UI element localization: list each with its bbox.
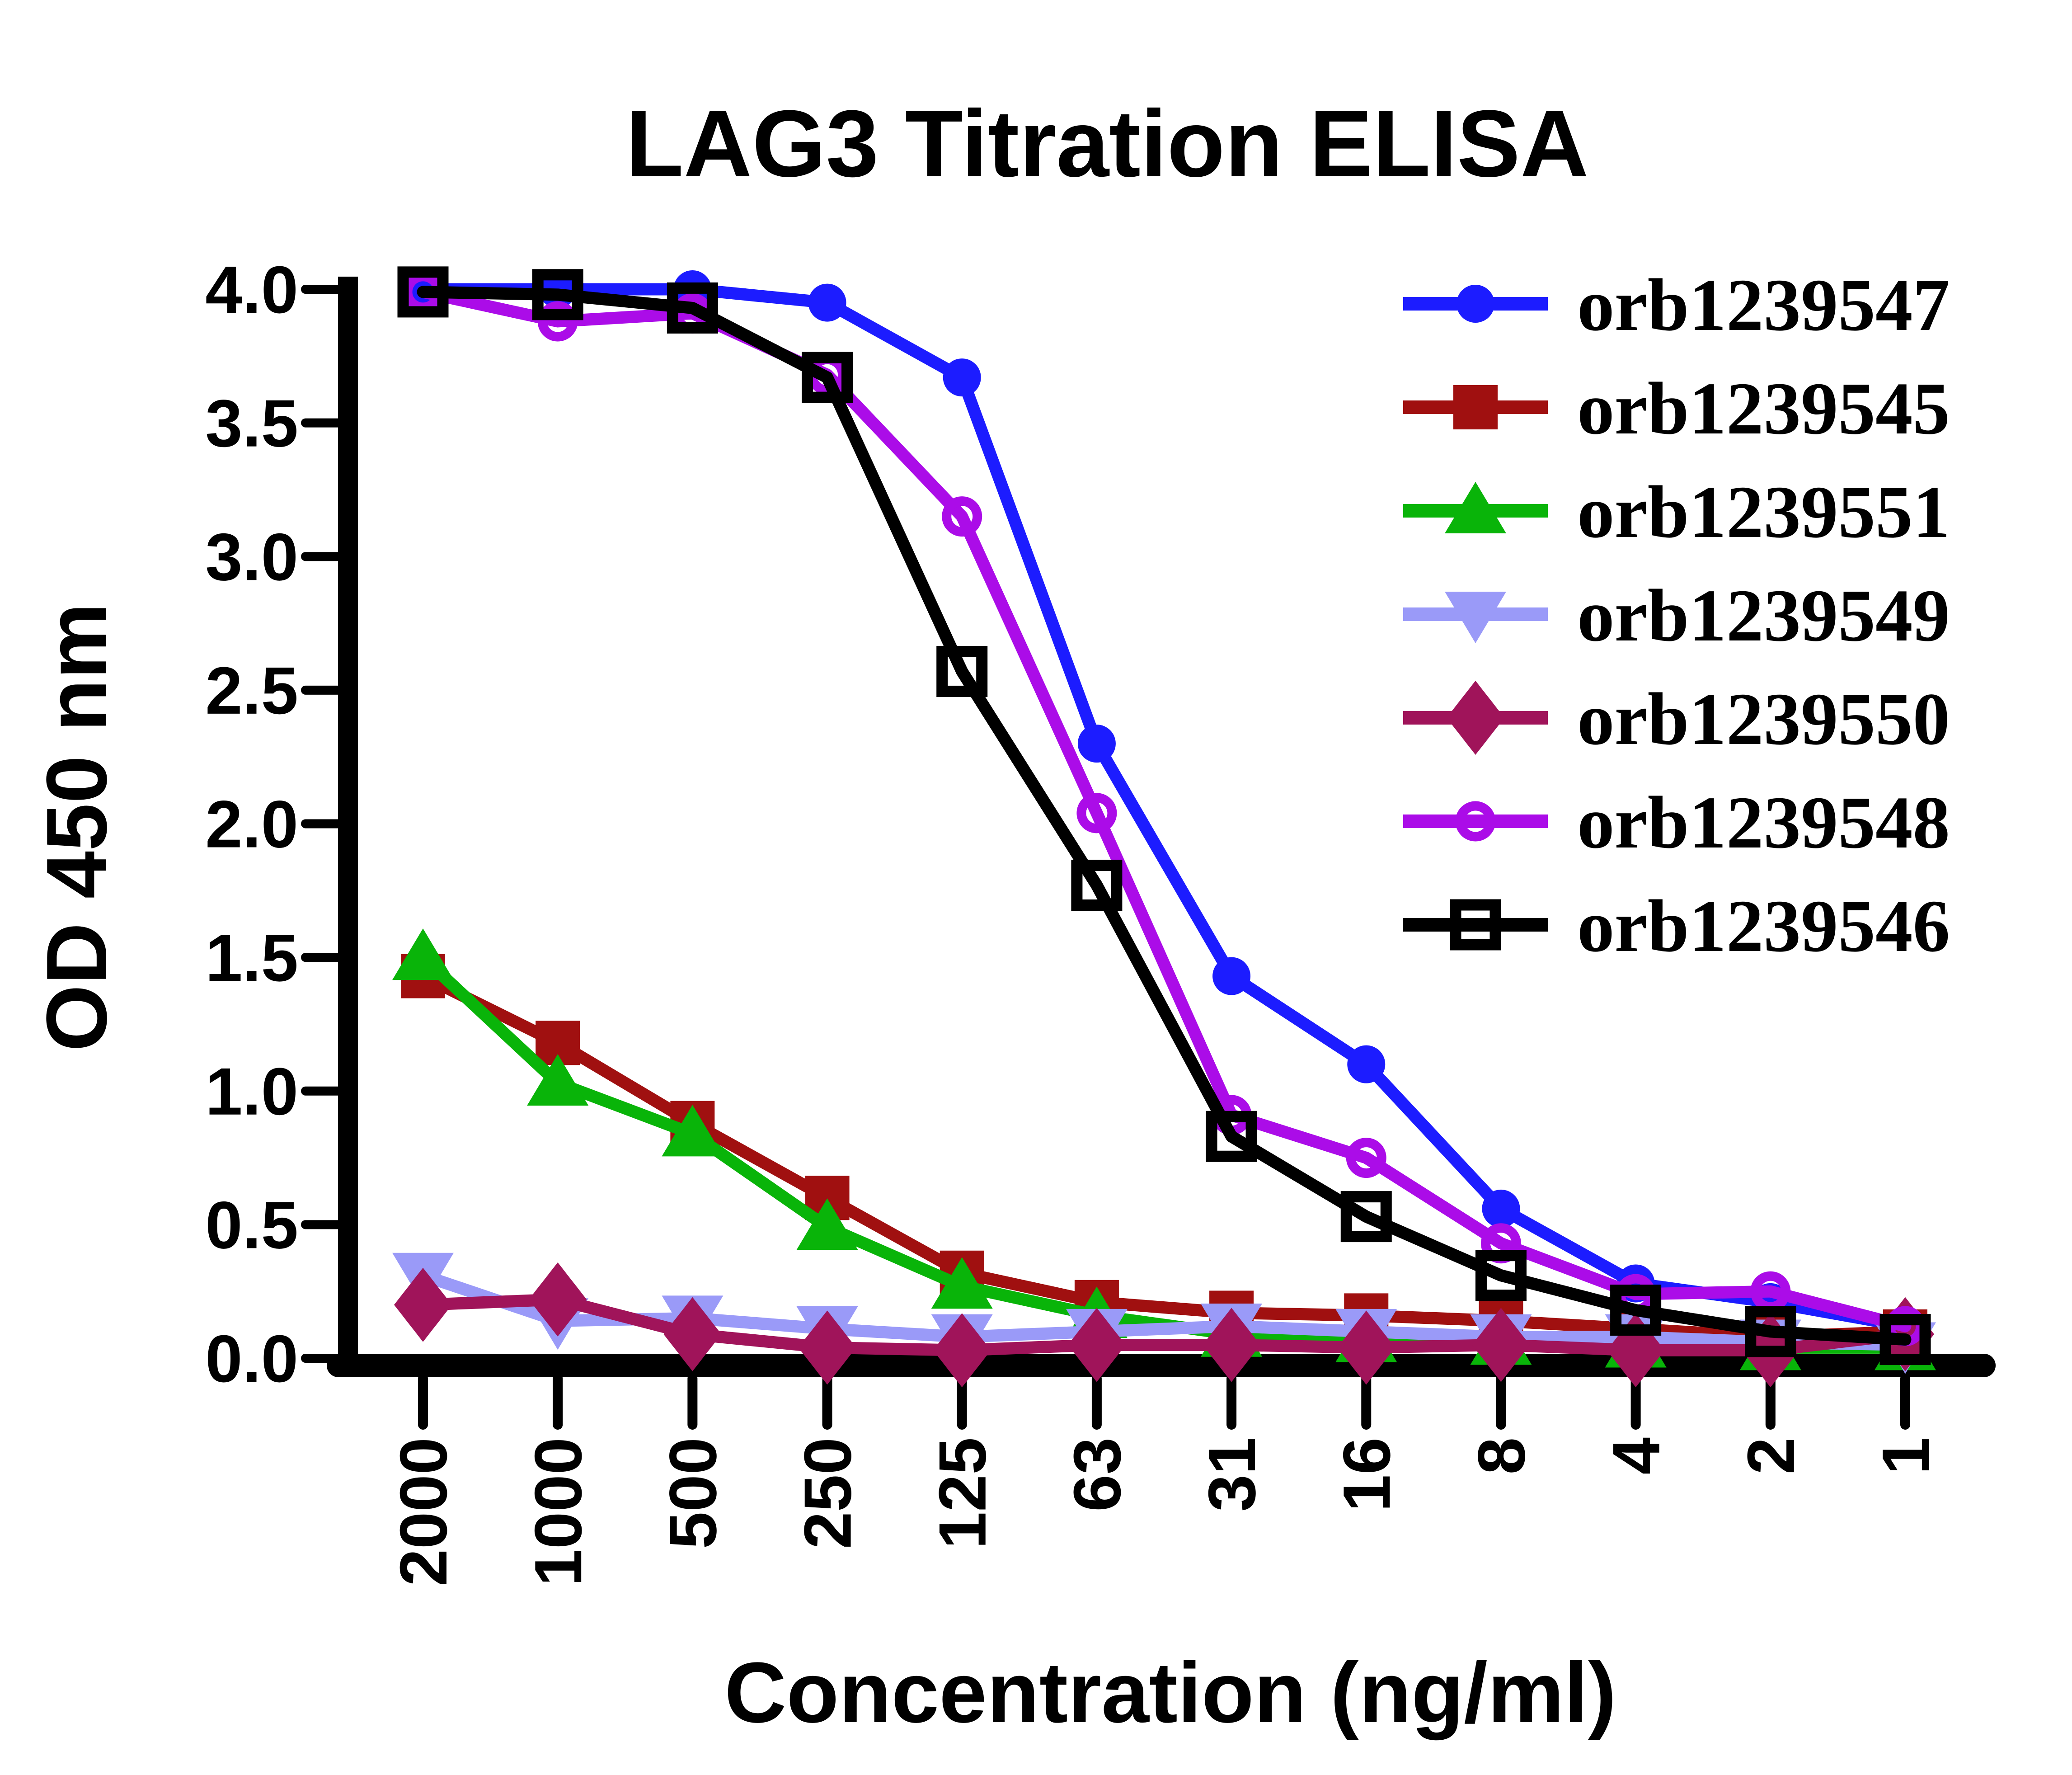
series-orb1239546 [397,266,1931,1365]
series-line-orb1239549 [417,1269,1912,1351]
data-point-orb1239548-16 [1346,1138,1386,1178]
data-point-orb1239550-250 [798,1310,856,1385]
x-tick-label: 4 [1599,1437,1674,1474]
data-point-orb1239551-250 [796,1198,858,1250]
data-point-orb1239550-8 [1472,1308,1530,1382]
legend-entry-orb1239549: orb1239549 [1403,574,1950,657]
data-point-orb1239546-500 [667,282,718,334]
y-tick-label: 2.0 [205,787,298,862]
data-point-orb1239547-63 [1077,725,1116,763]
data-point-orb1239550-63 [1067,1308,1126,1382]
legend-marker-orb1239548 [1455,801,1496,842]
data-series [392,266,1936,1388]
y-axis-label: OD 450 nm [29,603,125,1052]
data-point-orb1239546-31 [1206,1111,1257,1162]
legend-entry-orb1239551: orb1239551 [1403,471,1950,553]
legend-marker-orb1239545 [1453,385,1498,429]
data-point-orb1239550-500 [663,1297,722,1371]
y-tick-label: 4.0 [205,253,298,327]
y-tick-label: 0.0 [205,1322,298,1396]
legend-label-orb1239547: orb1239547 [1577,264,1950,346]
x-tick-label: 1 [1869,1437,1943,1474]
y-tick-label: 2.5 [205,654,298,728]
legend-marker-orb1239551 [1445,482,1506,533]
data-point-orb1239547-125 [943,358,981,397]
legend: orb1239547 orb1239545 orb1239551 orb1239549… [1403,264,1950,967]
legend-marker-orb1239549 [1445,592,1506,643]
data-point-orb1239546-1000 [532,269,583,320]
data-point-orb1239550-125 [933,1313,991,1388]
data-point-orb1239547-31 [1212,957,1251,995]
legend-entry-orb1239550: orb1239550 [1403,678,1950,760]
legend-marker-orb1239550 [1447,681,1504,755]
x-tick-label: 63 [1060,1437,1135,1512]
data-point-orb1239546-125 [936,645,988,697]
legend-marker-orb1239547 [1457,285,1494,323]
x-tick-label: 500 [656,1437,730,1549]
data-point-orb1239546-8 [1475,1250,1527,1301]
data-point-orb1239546-2000 [397,266,449,318]
y-tick-label: 3.0 [205,520,298,594]
legend-marker-orb1239546 [1450,899,1501,951]
data-point-orb1239546-2 [1745,1306,1796,1357]
x-axis-label: Concentration (ng/ml) [724,1645,1616,1741]
legend-entry-orb1239547: orb1239547 [1403,264,1950,346]
legend-label-orb1239550: orb1239550 [1577,678,1950,760]
data-point-orb1239548-63 [1076,793,1117,833]
legend-entry-orb1239545: orb1239545 [1403,367,1950,450]
legend-label-orb1239549: orb1239549 [1577,574,1950,657]
chart-title: LAG3 Titration ELISA [625,90,1588,197]
data-point-orb1239547-16 [1347,1045,1386,1083]
legend-label-orb1239545: orb1239545 [1577,367,1950,450]
x-tick-label: 125 [926,1437,1000,1549]
data-point-orb1239550-31 [1203,1308,1261,1382]
x-tick-label: 31 [1195,1437,1269,1512]
data-point-orb1239551-2000 [392,928,454,980]
legend-label-orb1239546: orb1239546 [1577,885,1950,967]
y-tick-label: 1.5 [205,921,298,995]
legend-entry-orb1239548: orb1239548 [1403,781,1950,864]
x-tick-label: 8 [1464,1437,1539,1474]
x-tick-label: 16 [1330,1437,1404,1512]
data-point-orb1239551-125 [931,1257,993,1309]
data-point-orb1239546-250 [802,352,853,403]
data-point-orb1239546-1 [1879,1314,1931,1365]
y-tick-label: 0.5 [205,1188,298,1262]
data-point-orb1239548-1000 [537,301,578,342]
data-point-orb1239551-1000 [527,1054,589,1106]
x-tick-label: 2 [1734,1437,1809,1474]
data-point-orb1239551-500 [662,1105,724,1157]
axes: 0.0 0.5 1.0 1.5 2.0 2.5 3.0 3.5 4.0 2000 1000 500 25… [205,253,1996,1586]
legend-entry-orb1239546: orb1239546 [1403,885,1950,967]
data-point-orb1239550-2000 [394,1267,452,1342]
y-tick-label: 3.5 [205,386,298,461]
x-tick-label: 2000 [386,1437,461,1586]
y-tick-label: 1.0 [205,1055,298,1129]
data-point-orb1239546-63 [1071,859,1123,911]
series-markers-orb1239546 [397,266,1931,1365]
data-point-orb1239550-16 [1337,1310,1395,1385]
data-point-orb1239546-16 [1340,1191,1392,1243]
legend-label-orb1239551: orb1239551 [1577,471,1950,553]
data-point-orb1239547-250 [808,283,846,322]
data-point-orb1239548-125 [942,496,982,537]
data-point-orb1239546-4 [1610,1285,1662,1336]
data-point-orb1239550-1000 [529,1262,587,1337]
legend-label-orb1239548: orb1239548 [1577,781,1950,864]
series-line-orb1239545 [417,970,1912,1343]
x-tick-label: 250 [791,1437,865,1549]
x-tick-label: 1000 [521,1437,596,1586]
data-point-orb1239547-8 [1482,1189,1520,1228]
